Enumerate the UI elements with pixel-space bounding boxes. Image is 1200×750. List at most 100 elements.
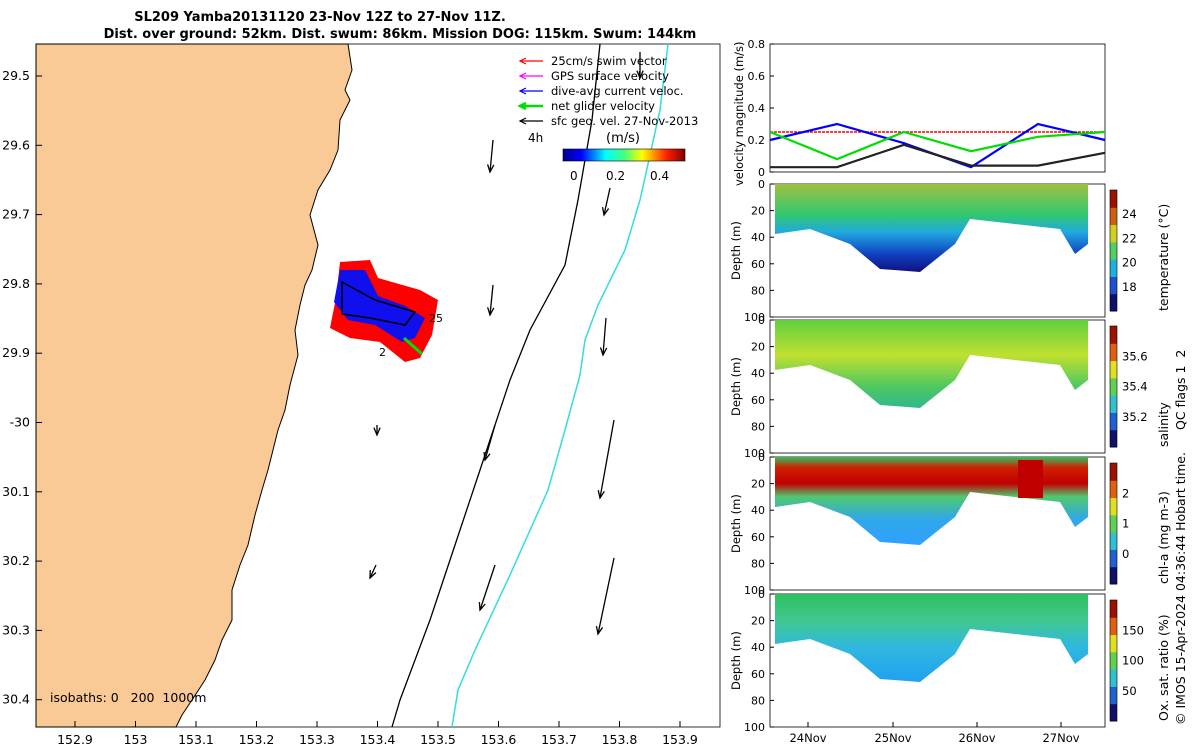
legend-label-0: 25cm/s swim vector <box>551 54 667 68</box>
map-xtick-label: 152.9 <box>57 732 93 747</box>
time-xtick-label: 24Nov <box>789 731 826 745</box>
colorbar-segment <box>1110 686 1117 705</box>
colorbar-frame <box>1109 325 1118 448</box>
geo-arrow-0 <box>489 139 494 173</box>
geo-arrowhead-0 <box>486 164 495 174</box>
colorbar-tick: 0 <box>1122 547 1129 561</box>
section-ytick-label: 80 <box>751 694 765 707</box>
velocity-y-ticks: 0 0.2 0.4 0.6 0.8 <box>748 38 774 179</box>
section-ytick-label: 20 <box>751 478 765 491</box>
map-ytick-label: 29.5 <box>2 68 30 83</box>
velocity-series-2 <box>769 130 1106 161</box>
geo-arrow-6 <box>599 419 615 499</box>
colorbar-tick: 50 <box>1122 684 1137 698</box>
colorbar-segment <box>1110 514 1117 533</box>
section-ytick-label: 40 <box>751 641 765 654</box>
isobath-200 <box>391 43 601 728</box>
section-ytick-label: 60 <box>751 394 765 407</box>
colorbar-frame <box>1109 189 1118 312</box>
velocity-series <box>769 122 1106 169</box>
section-ylabel: Depth (m) <box>729 221 743 280</box>
vel-ytick-label: 0.2 <box>748 134 766 147</box>
time-xtick-label: 26Nov <box>958 731 995 745</box>
geo-arrow-2 <box>603 187 611 216</box>
geo-arrow-5 <box>484 424 496 461</box>
geo-arrowhead-6 <box>597 490 605 500</box>
map-xtick-label: 153.6 <box>481 732 517 747</box>
colorbar-tick: 20 <box>1122 256 1137 270</box>
section-ytick-label: 20 <box>751 615 765 628</box>
colorbar-label: chl-a (mg m-3) <box>1156 491 1171 584</box>
geo-arrowhead-10 <box>369 569 377 580</box>
geo-arrowhead-3 <box>599 347 608 357</box>
colorbar-segment <box>1110 480 1117 499</box>
colorbar-segment <box>1110 429 1117 448</box>
map-ytick-label: 30.3 <box>2 622 30 637</box>
colorbar-segment <box>1110 463 1117 481</box>
colorbar-segment <box>1110 497 1117 516</box>
section-ytick-label: 40 <box>751 504 765 517</box>
colorbar-unit: (m/s) <box>606 131 640 146</box>
glider-track-cluster: 25 2 <box>330 260 443 362</box>
velocity-series-3 <box>770 143 1106 169</box>
colorbar-segment <box>1110 224 1117 243</box>
colorbar-tick: 1 <box>1122 517 1129 531</box>
section-ytick-label: 0 <box>758 451 765 464</box>
section-ytick-label: 20 <box>751 341 765 354</box>
section-ytick-label: 80 <box>751 557 765 570</box>
colorbar-frame <box>1109 599 1118 722</box>
colorbar-tick: 35.6 <box>1122 349 1148 363</box>
map-xtick-label: 153 <box>124 732 148 747</box>
section-data <box>775 594 1088 682</box>
colorbar-segment <box>1110 343 1117 362</box>
velocity-ylabel: velocity magnitude (m/s) <box>732 41 746 186</box>
legend-label-3: net glider velocity <box>551 99 655 113</box>
colorbar-tick-2: 0.4 <box>650 169 669 183</box>
vel-ytick-label: 0.4 <box>748 102 766 115</box>
map-xtick-label: 153.2 <box>239 732 275 747</box>
section-data <box>775 457 1088 545</box>
colorbar-segment <box>1110 703 1117 722</box>
vel-ytick-label: 0.8 <box>748 38 766 51</box>
speed-colorbar <box>562 148 686 162</box>
section-ytick-label: 100 <box>744 311 765 324</box>
geo-arrowhead-1 <box>487 307 495 317</box>
track-label-2: 2 <box>379 346 386 359</box>
section-panel-3: 0 20 40 60 80 100 Depth (m) 50 100 150 Ox. sat. ra… <box>729 588 1171 734</box>
glider-path <box>341 280 417 326</box>
colorbar-segment <box>1110 190 1117 208</box>
legend-arrow-4 <box>518 117 527 125</box>
map-panel: 25 2 152.9 153 153.1 153.2 153.3 153.4 153.5 15… <box>2 43 721 747</box>
colorbar-segment <box>1110 360 1117 379</box>
colorbar-label: salinity <box>1156 402 1171 447</box>
qc-flags-label: QC flags 1 2 <box>1173 350 1188 430</box>
map-ytick-label: 30.2 <box>2 553 30 568</box>
colorbar-tick: 2 <box>1122 486 1129 500</box>
section-ytick-label: 100 <box>744 721 765 734</box>
section-ytick-label: 40 <box>751 231 765 244</box>
isobath-1000 <box>451 43 669 728</box>
section-ytick-label: 80 <box>751 284 765 297</box>
section-ytick-label: 0 <box>758 314 765 327</box>
geo-arrow-1 <box>489 284 494 316</box>
geo-arrowhead-9 <box>373 427 381 437</box>
geo-arrowhead-2 <box>601 207 610 217</box>
colorbar-segment <box>1110 651 1117 670</box>
map-ytick-label: 30.4 <box>2 692 30 707</box>
colorbar-segment <box>1110 412 1117 431</box>
legend-arrow-2 <box>518 87 527 95</box>
map-xtick-label: 153.1 <box>178 732 214 747</box>
map-ytick-label: 30.1 <box>2 484 30 499</box>
colorbar-label: Ox. sat. ratio (%) <box>1156 614 1171 721</box>
map-xtick-label: 153.3 <box>299 732 335 747</box>
section-ytick-label: 0 <box>758 588 765 601</box>
geo-arrowhead-5 <box>483 451 491 462</box>
map-ytick-label: 29.6 <box>2 137 30 152</box>
legend-arrow-0 <box>518 57 527 65</box>
section-ytick-label: 60 <box>751 668 765 681</box>
colorbar-segment <box>1110 377 1117 396</box>
geo-arrowhead-7 <box>478 601 486 612</box>
map-xtick-label: 153.5 <box>420 732 456 747</box>
net-velocity-green <box>403 336 423 356</box>
